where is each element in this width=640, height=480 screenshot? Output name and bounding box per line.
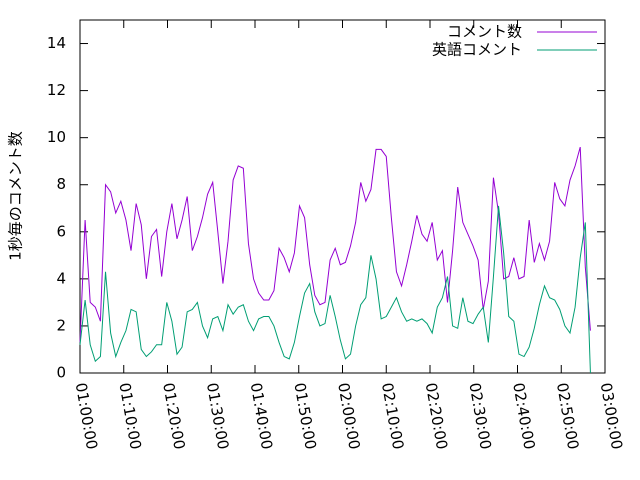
y-tick-label: 8	[56, 175, 66, 193]
y-tick-label: 6	[56, 222, 66, 240]
y-tick-label: 14	[47, 34, 66, 52]
y-tick-label: 10	[47, 128, 66, 146]
legend-label: 英語コメント	[432, 41, 522, 59]
y-tick-label: 0	[56, 364, 66, 382]
y-tick-label: 4	[56, 269, 66, 287]
series-line	[79, 205, 591, 374]
y-tick-label: 2	[56, 316, 66, 334]
y-axis-label: 1秒毎のコメント数	[7, 131, 25, 261]
legend-label: コメント数	[447, 23, 522, 41]
y-tick-label: 12	[47, 81, 66, 99]
